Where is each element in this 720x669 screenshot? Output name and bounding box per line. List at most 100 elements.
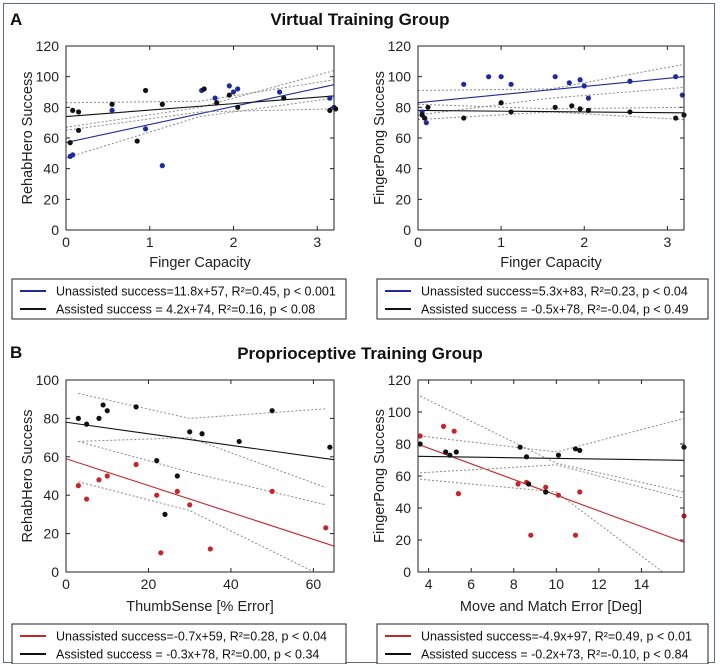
assisted-data-point xyxy=(134,138,140,144)
y-tick-label: 40 xyxy=(395,161,411,177)
unassisted-data-point xyxy=(187,502,193,508)
chart-B-right: 0 20 40 60 80 100 120 4 6 8 10 12 14 Move and Match E… xyxy=(372,372,709,665)
unassisted-data-point xyxy=(133,461,139,468)
assisted-data-point xyxy=(498,100,504,106)
plot-border xyxy=(417,45,685,231)
y-tick-label: 20 xyxy=(43,191,59,207)
unassisted-data-point xyxy=(235,86,241,92)
y-tick-label: 20 xyxy=(395,532,411,548)
y-axis-label: FingerPong Success xyxy=(372,409,388,543)
x-axis-label: Finger Capacity xyxy=(149,255,251,271)
assisted-fit-line xyxy=(66,421,334,461)
y-tick-label: 120 xyxy=(388,372,412,388)
unassisted-data-point xyxy=(627,78,633,84)
x-tick-label: 20 xyxy=(141,576,157,592)
legend-entry: Unassisted success=-4.9x+97, R²=0.49, p … xyxy=(421,630,692,644)
assisted-data-point xyxy=(443,449,449,455)
legend: Unassisted success=5.3x+83, R²=0.23, p <… xyxy=(376,278,709,320)
unassisted-fit-line xyxy=(66,84,334,144)
unassisted-confidence-band-lower xyxy=(78,481,316,572)
assisted-data-point xyxy=(236,438,242,445)
legend-box xyxy=(376,278,709,320)
unassisted-confidence-band-upper xyxy=(78,440,326,506)
unassisted-data-point xyxy=(75,483,81,489)
assisted-data-point xyxy=(461,115,467,121)
unassisted-data-point xyxy=(572,532,579,538)
x-tick-label: 6 xyxy=(467,576,475,592)
assisted-data-point xyxy=(555,452,562,458)
unassisted-fit-line xyxy=(418,443,684,543)
assisted-data-point xyxy=(226,92,232,98)
unassisted-data-point xyxy=(226,83,232,89)
y-axis-label: RehabHero Success xyxy=(20,72,36,205)
unassisted-data-point xyxy=(159,163,165,169)
assisted-data-point xyxy=(269,408,275,414)
unassisted-data-point xyxy=(673,74,679,80)
legend-box xyxy=(11,278,347,320)
assisted-confidence-band-upper xyxy=(420,417,684,453)
unassisted-data-point xyxy=(158,550,164,556)
unassisted-data-point xyxy=(269,488,275,494)
assisted-data-point xyxy=(422,115,428,121)
x-tick-label: 2 xyxy=(230,234,238,250)
assisted-confidence-band-lower xyxy=(418,111,684,121)
unassisted-data-point xyxy=(104,473,110,479)
legend-box xyxy=(376,623,709,665)
y-tick-label: 100 xyxy=(36,69,60,85)
assisted-data-point xyxy=(585,107,592,113)
figure-frame: A Virtual Training Group B Proprioceptiv… xyxy=(3,3,715,665)
assisted-data-point xyxy=(201,86,207,92)
assisted-data-point xyxy=(327,107,333,113)
assisted-data-point xyxy=(187,429,193,435)
x-tick-label: 1 xyxy=(146,234,154,250)
unassisted-fit-line xyxy=(66,458,334,547)
unassisted-data-point xyxy=(323,525,329,531)
assisted-fit-line xyxy=(66,95,334,118)
y-tick-label: 40 xyxy=(43,487,59,503)
y-tick-label: 0 xyxy=(51,564,59,580)
assisted-data-point xyxy=(96,415,102,421)
assisted-data-point xyxy=(70,107,76,113)
plot-area xyxy=(66,70,334,159)
assisted-data-point xyxy=(569,103,575,109)
unassisted-data-point xyxy=(276,89,283,95)
y-tick-label: 100 xyxy=(388,404,412,420)
unassisted-data-point xyxy=(212,95,218,101)
assisted-data-point xyxy=(543,489,549,495)
legend-entry: Unassisted success=5.3x+83, R²=0.23, p <… xyxy=(421,285,688,299)
assisted-data-point xyxy=(523,454,530,460)
unassisted-confidence-band-lower xyxy=(420,478,664,572)
y-tick-label: 60 xyxy=(43,130,59,146)
unassisted-data-point xyxy=(96,477,102,483)
assisted-data-point xyxy=(453,449,459,455)
plot-area xyxy=(66,392,334,572)
assisted-data-point xyxy=(577,447,583,453)
y-axis-label: FingerPong Success xyxy=(372,71,388,205)
unassisted-data-point xyxy=(455,491,462,497)
unassisted-data-point xyxy=(528,532,534,538)
assisted-data-point xyxy=(214,100,220,106)
assisted-confidence-band-upper xyxy=(78,392,326,419)
unassisted-data-point xyxy=(207,546,213,552)
y-tick-label: 80 xyxy=(43,410,59,426)
assisted-data-point xyxy=(199,431,205,437)
y-tick-label: 20 xyxy=(43,526,59,542)
x-tick-label: 60 xyxy=(306,576,322,592)
unassisted-data-point xyxy=(423,120,429,126)
unassisted-confidence-band-lower xyxy=(418,86,684,116)
x-tick-label: 0 xyxy=(62,234,70,250)
unassisted-fit-line xyxy=(418,76,684,104)
unassisted-data-point xyxy=(508,81,514,87)
x-tick-label: 10 xyxy=(549,576,565,592)
x-tick-label: 3 xyxy=(313,234,321,250)
y-tick-label: 0 xyxy=(403,222,411,238)
assisted-data-point xyxy=(417,441,423,447)
assisted-fit-line xyxy=(418,455,684,461)
assisted-data-point xyxy=(327,444,333,450)
assisted-data-point xyxy=(235,104,241,110)
unassisted-confidence-band-upper xyxy=(419,395,684,493)
unassisted-data-point xyxy=(515,481,521,487)
assisted-data-point xyxy=(67,140,73,146)
unassisted-confidence-band-lower xyxy=(66,97,334,159)
x-tick-label: 3 xyxy=(663,234,671,250)
